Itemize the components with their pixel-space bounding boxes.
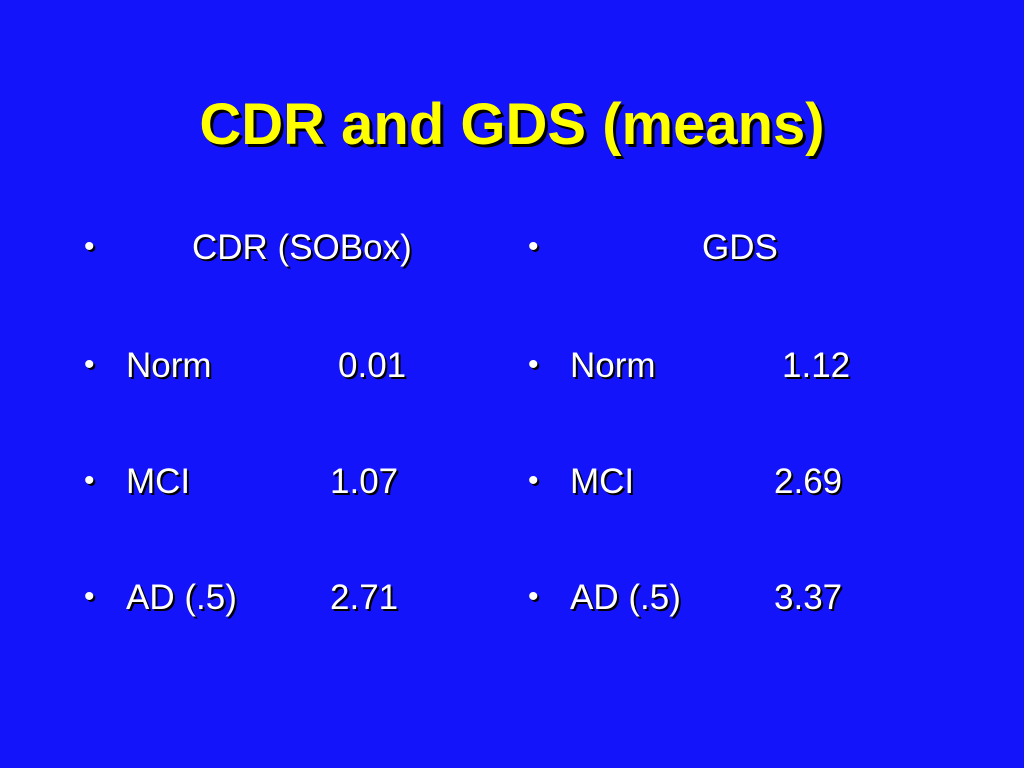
cdr-column: • CDR (SOBox) • Norm 0.01 • MCI 1.07 • A… [84, 230, 504, 696]
mean-value: 0.01 [338, 346, 407, 385]
group-label: MCI [570, 462, 635, 501]
bullet-icon: • [528, 580, 539, 613]
bullet-icon: • [528, 348, 539, 381]
bullet-icon: • [528, 464, 539, 497]
mean-value: 3.37 [774, 578, 843, 617]
list-item: • Norm 1.12 [528, 348, 948, 464]
mean-value: 1.12 [782, 346, 851, 385]
slide-title: CDR and GDS (means) [199, 92, 825, 157]
group-label: Norm [570, 346, 656, 385]
bullet-icon: • [84, 230, 95, 263]
group-label: AD (.5) [126, 578, 237, 617]
group-label: AD (.5) [570, 578, 681, 617]
bullet-icon: • [84, 580, 95, 613]
list-item: • MCI 2.69 [528, 464, 948, 580]
bullet-icon: • [84, 348, 95, 381]
gds-column: • GDS • Norm 1.12 • MCI 2.69 • AD (.5) 3… [528, 230, 948, 696]
list-item: • AD (.5) 3.37 [528, 580, 948, 696]
list-item: • AD (.5) 2.71 [84, 580, 504, 696]
list-item: • MCI 1.07 [84, 464, 504, 580]
bullet-icon: • [84, 464, 95, 497]
list-item: • Norm 0.01 [84, 348, 504, 464]
mean-value: 2.69 [774, 462, 843, 501]
cdr-header: CDR (SOBox) [192, 228, 412, 267]
mean-value: 1.07 [330, 462, 399, 501]
mean-value: 2.71 [330, 578, 399, 617]
group-label: MCI [126, 462, 191, 501]
cdr-header-row: • CDR (SOBox) [84, 230, 504, 348]
gds-header-row: • GDS [528, 230, 948, 348]
group-label: Norm [126, 346, 212, 385]
gds-header: GDS [702, 228, 778, 267]
bullet-icon: • [528, 230, 539, 263]
